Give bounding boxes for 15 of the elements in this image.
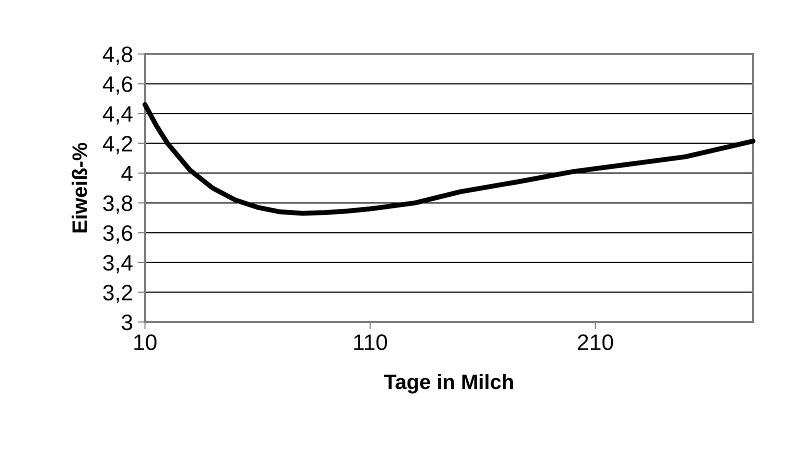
y-tick-label: 4 — [121, 166, 133, 182]
y-tick-label: 4,6 — [102, 76, 132, 95]
y-tick-label: 3,2 — [103, 284, 132, 304]
y-tick-label: 4,2 — [102, 136, 132, 154]
x-tick-label: 10 — [134, 334, 156, 350]
x-axis-title: Tage in Milch — [384, 374, 513, 394]
y-tick-label: 3,4 — [103, 254, 133, 274]
y-tick-label: 3,6 — [103, 225, 132, 244]
y-axis-title: Eiweiß-% — [72, 142, 88, 232]
x-tick-label: 210 — [578, 334, 614, 350]
y-tick-label: 4,4 — [102, 106, 133, 124]
y-tick-label: 3,8 — [103, 195, 132, 214]
y-tick-label: 4,8 — [102, 46, 132, 65]
x-tick-label: 110 — [354, 334, 388, 350]
y-tick-label: 3 — [122, 314, 132, 330]
